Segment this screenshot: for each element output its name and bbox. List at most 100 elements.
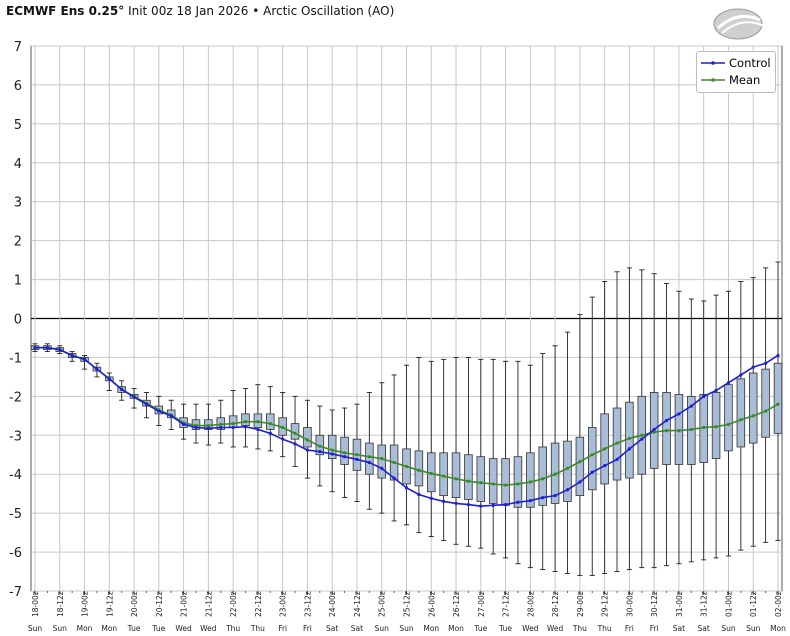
degree-sign: ° [118,4,125,18]
ensemble-box [761,368,770,438]
control-point [157,409,161,413]
mean-point [776,402,780,406]
control-point [615,457,619,462]
mean-point [330,448,334,452]
control-point [107,377,111,381]
mean-point [702,425,706,430]
control-point [516,500,520,504]
day-label: Wed [200,624,217,633]
y-tick-label: 6 [14,79,22,94]
control-point [392,476,396,480]
control-point [194,425,198,430]
model-name: ECMWF Ens 0.25 [6,4,119,18]
day-label: Fri [650,624,659,633]
mean-point [355,453,359,457]
y-tick-label: 1 [14,274,22,289]
mean-point [640,433,644,437]
control-point [417,492,421,497]
ensemble-box [365,442,374,475]
day-label: Mon [423,624,439,633]
x-tick-label: 25-12z [403,591,412,617]
control-point [739,373,743,377]
control-swatch-icon [701,61,725,65]
control-point [281,437,285,441]
init-time: Init 00z 18 Jan 2026 [128,4,249,18]
ensemble-box [464,454,473,500]
control-point [503,502,508,507]
control-point [491,503,495,507]
day-label: Sun [53,624,68,633]
ensemble-box [488,458,498,504]
mean-point [243,420,248,424]
ensemble-box [513,456,523,508]
day-label: Thu [597,624,612,633]
mean-point [256,420,260,424]
ensemble-box [377,444,386,479]
ensemble-box [563,440,572,502]
control-point [95,367,99,371]
mean-point [268,422,272,426]
day-label: Mon [770,624,786,633]
legend-control-label: Control [729,56,771,70]
ensemble-box [575,436,585,497]
legend-item-mean: Mean [701,73,760,87]
y-tick-label: 2 [14,235,22,250]
ensemble-box [748,372,758,444]
control-point [305,448,310,452]
mean-point [429,471,433,476]
ensemble-box [439,452,448,497]
x-tick-label: 02-00z [774,591,783,617]
y-tick-label: 0 [14,313,22,328]
control-point [243,425,248,429]
control-point [120,387,124,391]
y-tick-label: -6 [9,546,22,561]
day-label: Mon [77,624,93,633]
control-point [442,499,446,504]
header-bullet: • [252,4,260,18]
x-tick-label: 22-00z [229,591,238,617]
ensemble-box [327,434,337,460]
control-point [590,470,594,474]
control-point [132,395,136,399]
control-point [293,442,297,446]
mean-point [491,482,495,486]
y-tick-label: -3 [9,429,22,444]
day-label: Mon [101,624,117,633]
control-point [342,455,347,459]
day-label: Tue [127,624,141,633]
mean-point [417,468,421,472]
control-point [714,388,718,393]
day-label: Tue [473,624,487,633]
ensemble-box [724,384,733,452]
mean-point [664,429,669,433]
control-point [764,361,768,365]
ensemble-box [501,458,510,506]
control-point [330,452,334,456]
control-point [466,502,471,507]
mean-point [751,414,755,418]
day-label: Thu [250,624,265,633]
x-tick-label: 20-12z [155,591,164,617]
day-label: Sun [746,624,761,633]
y-tick-label: -5 [9,507,22,522]
mean-point [726,422,731,426]
mean-point [603,447,607,451]
control-point [355,457,359,462]
x-tick-label: 26-12z [452,591,461,617]
mean-point [553,472,557,476]
mean-point [404,464,409,469]
axis-layer: -7 -6 -5 -4 -3 -2 -1 0 1 2 3 4 5 6 7 18-00z Sun 18-12z Sun… [9,40,786,633]
mean-point [516,482,520,486]
x-tick-label: 18-00z [31,591,40,617]
y-tick-label: -1 [9,351,22,366]
mean-point [764,409,768,413]
mean-point [466,479,471,483]
day-label: Fri [303,624,312,633]
control-point [70,353,74,358]
ensemble-box [526,452,535,508]
x-tick-label: 26-00z [427,591,436,617]
mean-point [578,460,582,464]
day-label: Sat [351,624,363,633]
day-label: Wed [522,624,539,633]
control-point [776,353,780,358]
